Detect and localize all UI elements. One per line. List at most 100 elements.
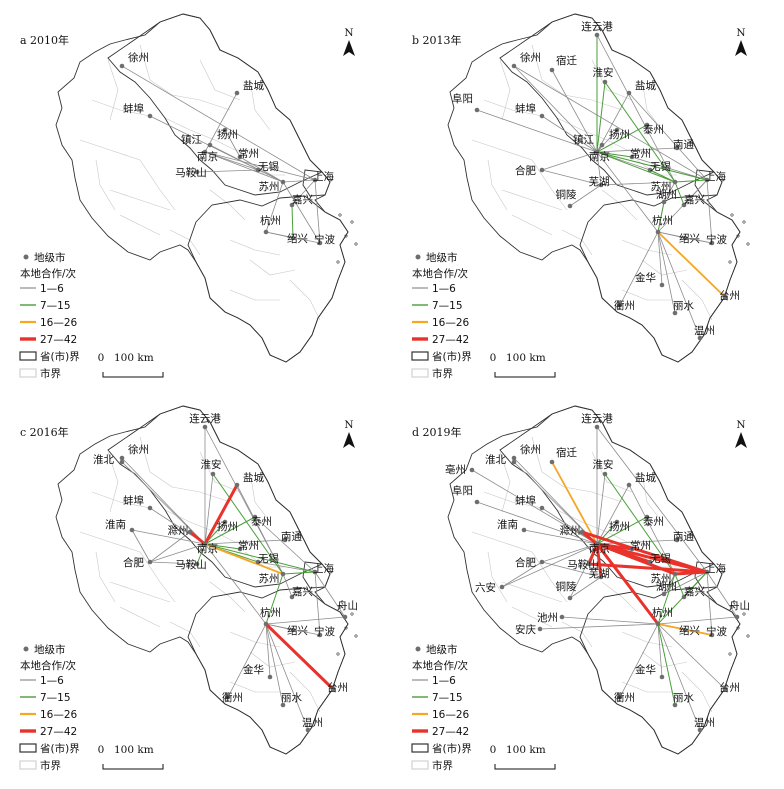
legend-class-label: 27—42: [40, 726, 77, 738]
cooperation-link: [596, 151, 602, 186]
city-label: 蚌埠: [515, 494, 536, 507]
island: [350, 612, 354, 616]
city-boundary: [229, 239, 281, 256]
legend-title: 本地合作/次: [412, 267, 469, 280]
city-dot: [194, 561, 200, 567]
cooperation-link: [604, 81, 676, 183]
city-dot: [629, 154, 635, 160]
city-label: 丽水: [281, 692, 302, 704]
shanghai-boundary: [302, 169, 331, 197]
city-dot: [614, 519, 620, 525]
city-boundary: [561, 621, 593, 648]
city-dot: [586, 561, 592, 567]
island: [354, 242, 358, 246]
city-dot: [661, 591, 667, 597]
scale-label: 100 km: [114, 352, 154, 364]
city-label: 连云港: [189, 412, 221, 425]
zhejiang-boundary: [579, 587, 741, 755]
city-label: 湖州: [656, 189, 677, 201]
city-boundary: [471, 139, 533, 161]
city-boundaries: [471, 44, 713, 321]
scale-line: [102, 372, 164, 378]
city-dot: [187, 529, 193, 535]
island: [736, 234, 740, 238]
city-boundary: [471, 531, 533, 553]
city-dot: [537, 626, 543, 632]
city-dot: [255, 167, 261, 173]
cooperation-link: [619, 623, 659, 698]
scale-zero: 0: [98, 744, 105, 756]
cooperation-link: [631, 156, 708, 181]
city-label: 嘉兴: [684, 585, 705, 598]
cooperation-link: [265, 181, 284, 233]
city-dot: [267, 674, 273, 680]
city-boundary: [531, 551, 568, 603]
city-dot: [202, 149, 208, 155]
city-dot: [147, 113, 153, 119]
city-boundary: [249, 651, 296, 668]
north-arrow-icon: N: [735, 27, 747, 56]
legend-class-label: 16—26: [432, 317, 470, 329]
island: [746, 634, 750, 638]
city-dot: [539, 113, 545, 119]
cooperation-link: [596, 81, 606, 153]
city-dot: [655, 621, 661, 627]
cooperation-link: [596, 151, 633, 158]
city-dot: [709, 240, 715, 246]
city-boundary: [641, 259, 688, 276]
cooperation-link: [149, 561, 198, 565]
city-label: 温州: [694, 717, 715, 729]
city-boundary: [641, 471, 663, 523]
city-boundary: [601, 581, 638, 613]
city-label: 徐州: [128, 51, 149, 64]
province-boundaries: [55, 405, 358, 755]
city-label: 扬州: [609, 520, 630, 533]
city-label: 常州: [630, 147, 651, 160]
city-dot: [255, 559, 261, 565]
legend-class-label: 1—6: [432, 675, 456, 687]
cooperation-link: [619, 231, 659, 306]
north-arrow-icon: N: [735, 419, 747, 448]
city-label: 常州: [238, 539, 259, 552]
cooperation-link: [684, 237, 713, 244]
north-label: N: [736, 27, 745, 39]
legend-prov-label: 省(市)界: [432, 742, 472, 755]
cooperation-link: [196, 169, 259, 173]
cooperation-link: [587, 562, 709, 574]
city-dot: [474, 107, 480, 113]
island: [350, 220, 354, 224]
scale-bar: 0 100 km: [98, 744, 164, 770]
cooperation-link: [204, 151, 316, 181]
city-boundary: [249, 79, 271, 131]
shanghai-boundary: [694, 169, 723, 197]
cooperation-link: [657, 623, 701, 731]
cooperation-link: [596, 129, 618, 153]
cooperation-link: [595, 542, 660, 626]
city-dot: [594, 32, 600, 38]
city-label: 舟山: [337, 599, 358, 612]
city-label: 绍兴: [287, 232, 308, 245]
cooperation-link: [539, 623, 659, 630]
city-dot: [579, 529, 585, 535]
city-boundary: [169, 621, 201, 648]
scale-zero: 0: [98, 352, 105, 364]
cooperation-link: [264, 622, 335, 691]
city-dot: [567, 203, 573, 209]
city-label: 湖州: [656, 581, 677, 593]
scale-zero: 0: [490, 352, 497, 364]
cooperation-link: [596, 124, 648, 153]
city-dot: [207, 142, 213, 148]
city-label: 宁波: [706, 625, 727, 638]
city-dot: [119, 459, 125, 465]
cooperation-link: [596, 151, 676, 183]
cooperation-link: [657, 201, 665, 233]
city-label: 泰州: [251, 515, 272, 528]
cooperation-links: [471, 426, 738, 731]
city-label: 马鞍山: [175, 166, 207, 179]
city-label: 盐城: [635, 79, 656, 92]
city-boundary: [621, 239, 673, 256]
city-boundary: [249, 471, 271, 523]
cooperation-link: [209, 144, 284, 183]
